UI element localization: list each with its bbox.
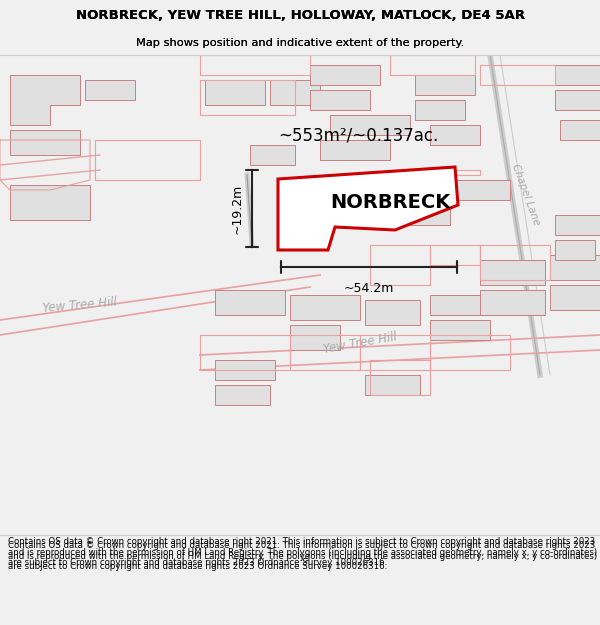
Polygon shape — [10, 185, 90, 220]
Polygon shape — [550, 285, 600, 310]
Polygon shape — [555, 90, 600, 110]
Polygon shape — [290, 295, 360, 320]
Text: ~19.2m: ~19.2m — [231, 183, 244, 234]
Text: NORBRECK, YEW TREE HILL, HOLLOWAY, MATLOCK, DE4 5AR: NORBRECK, YEW TREE HILL, HOLLOWAY, MATLO… — [76, 9, 524, 22]
Text: ~54.2m: ~54.2m — [344, 282, 394, 295]
Polygon shape — [10, 130, 80, 155]
Polygon shape — [455, 180, 510, 200]
Polygon shape — [215, 290, 285, 315]
Polygon shape — [555, 240, 595, 260]
Polygon shape — [10, 75, 80, 125]
Polygon shape — [480, 290, 545, 315]
Text: Yew Tree Hill: Yew Tree Hill — [43, 295, 118, 315]
Text: Map shows position and indicative extent of the property.: Map shows position and indicative extent… — [136, 38, 464, 48]
Text: Chapel Lane: Chapel Lane — [510, 163, 542, 227]
Polygon shape — [85, 80, 135, 100]
Polygon shape — [415, 75, 475, 95]
Text: Map shows position and indicative extent of the property.: Map shows position and indicative extent… — [136, 38, 464, 48]
Text: Contains OS data © Crown copyright and database right 2021. This information is : Contains OS data © Crown copyright and d… — [8, 538, 597, 568]
Text: Contains OS data © Crown copyright and database right 2021. This information is : Contains OS data © Crown copyright and d… — [8, 541, 597, 571]
Polygon shape — [555, 215, 600, 235]
Text: ~553m²/~0.137ac.: ~553m²/~0.137ac. — [278, 126, 438, 144]
Polygon shape — [555, 65, 600, 85]
Text: NORBRECK, YEW TREE HILL, HOLLOWAY, MATLOCK, DE4 5AR: NORBRECK, YEW TREE HILL, HOLLOWAY, MATLO… — [76, 9, 524, 22]
Polygon shape — [365, 375, 420, 395]
Polygon shape — [365, 300, 420, 325]
Polygon shape — [415, 100, 465, 120]
Polygon shape — [310, 65, 380, 85]
Polygon shape — [215, 385, 270, 405]
Polygon shape — [205, 80, 265, 105]
Text: NORBRECK: NORBRECK — [330, 194, 450, 213]
Polygon shape — [330, 115, 410, 135]
Polygon shape — [278, 167, 458, 250]
Polygon shape — [270, 80, 320, 105]
Polygon shape — [390, 205, 450, 225]
Polygon shape — [550, 255, 600, 280]
Polygon shape — [430, 320, 490, 340]
Polygon shape — [320, 140, 390, 160]
Text: Yew Tree Hill: Yew Tree Hill — [322, 330, 398, 356]
Polygon shape — [560, 120, 600, 140]
Polygon shape — [290, 325, 340, 350]
Polygon shape — [310, 90, 370, 110]
Polygon shape — [390, 175, 450, 195]
Polygon shape — [215, 360, 275, 380]
Polygon shape — [480, 260, 545, 285]
Polygon shape — [250, 145, 295, 165]
Polygon shape — [430, 125, 480, 145]
Polygon shape — [430, 295, 490, 315]
